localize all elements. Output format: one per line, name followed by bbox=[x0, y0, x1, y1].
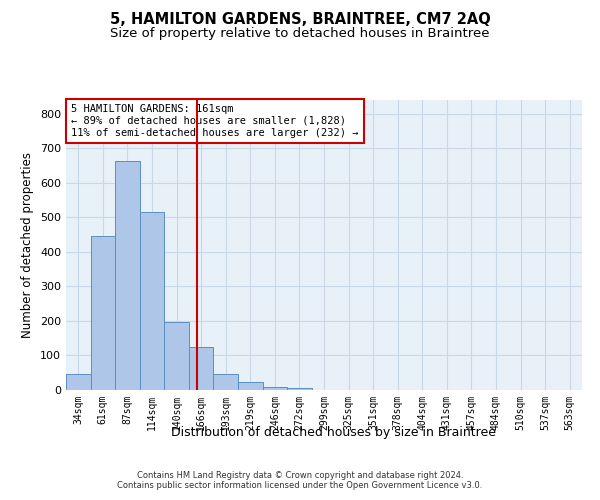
Text: Contains HM Land Registry data © Crown copyright and database right 2024.
Contai: Contains HM Land Registry data © Crown c… bbox=[118, 470, 482, 490]
Text: Distribution of detached houses by size in Braintree: Distribution of detached houses by size … bbox=[170, 426, 496, 439]
Bar bbox=[214, 374, 238, 390]
Text: 5, HAMILTON GARDENS, BRAINTREE, CM7 2AQ: 5, HAMILTON GARDENS, BRAINTREE, CM7 2AQ bbox=[110, 12, 490, 28]
Bar bbox=[115, 162, 140, 390]
Bar bbox=[238, 382, 263, 390]
Bar bbox=[263, 386, 287, 390]
Bar bbox=[91, 236, 115, 390]
Bar bbox=[287, 388, 312, 390]
Bar bbox=[189, 347, 214, 390]
Bar bbox=[164, 322, 189, 390]
Bar bbox=[140, 212, 164, 390]
Text: Size of property relative to detached houses in Braintree: Size of property relative to detached ho… bbox=[110, 28, 490, 40]
Text: 5 HAMILTON GARDENS: 161sqm
← 89% of detached houses are smaller (1,828)
11% of s: 5 HAMILTON GARDENS: 161sqm ← 89% of deta… bbox=[71, 104, 359, 138]
Bar bbox=[66, 374, 91, 390]
Y-axis label: Number of detached properties: Number of detached properties bbox=[22, 152, 34, 338]
